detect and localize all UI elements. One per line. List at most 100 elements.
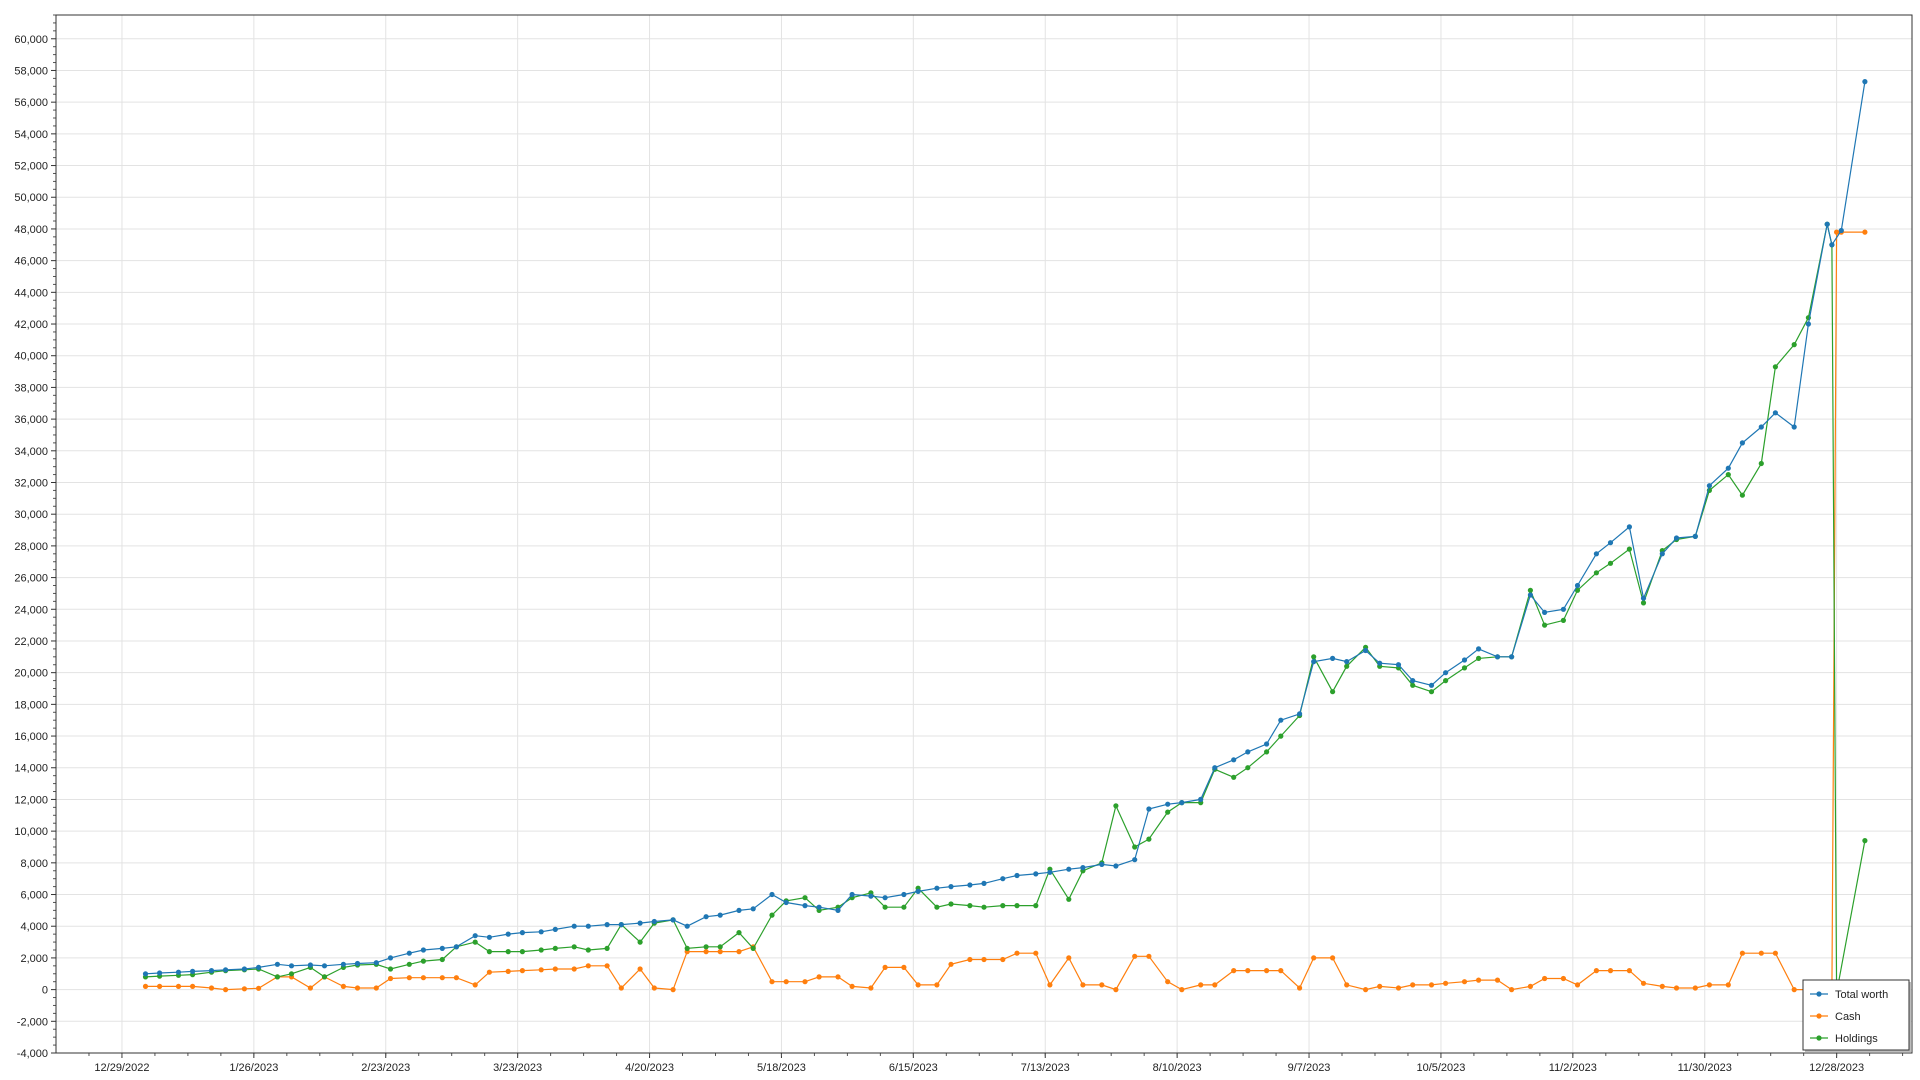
data-point-total-worth (1113, 863, 1119, 869)
plot-border (55, 14, 1913, 1054)
data-point-total-worth (849, 891, 855, 898)
data-point-holdings (703, 944, 709, 950)
data-point-total-worth (835, 907, 841, 914)
data-point-cash (1626, 968, 1632, 974)
data-point-holdings (321, 974, 328, 980)
y-tick-label: 28,000 (14, 541, 48, 553)
data-point-cash (915, 982, 921, 988)
y-tick-label: 6,000 (20, 890, 48, 902)
data-point-total-worth (585, 923, 591, 929)
data-point-cash (1330, 955, 1336, 961)
data-point-cash (453, 975, 459, 981)
data-point-holdings (1245, 765, 1251, 771)
data-point-cash (1509, 987, 1515, 993)
data-point-cash (934, 982, 940, 988)
data-point-total-worth (783, 899, 789, 906)
data-point-total-worth (1099, 861, 1105, 868)
data-point-holdings (1862, 838, 1868, 844)
data-point-holdings (1476, 655, 1482, 662)
data-point-cash (1198, 982, 1204, 988)
y-tick-label: 52,000 (14, 161, 48, 173)
data-point-total-worth (241, 966, 247, 972)
y-tick-label: 50,000 (14, 192, 48, 204)
data-point-cash (1297, 985, 1303, 991)
data-point-holdings (1264, 749, 1270, 755)
data-point-cash (1395, 985, 1402, 991)
data-point-holdings (1146, 836, 1152, 842)
data-point-cash (420, 975, 426, 981)
data-point-cash (340, 983, 346, 990)
data-point-cash (1410, 982, 1416, 988)
data-point-cash (387, 975, 394, 982)
data-point-total-worth (1527, 592, 1533, 598)
data-point-cash (1659, 983, 1665, 990)
y-tick-label: 10,000 (14, 826, 48, 838)
data-point-holdings (1066, 896, 1072, 902)
data-point-holdings (1231, 774, 1237, 780)
y-tick-label: 20,000 (14, 668, 48, 680)
data-point-total-worth (157, 970, 163, 976)
data-point-total-worth (981, 880, 987, 887)
data-point-cash (882, 964, 888, 971)
data-point-total-worth (1000, 876, 1006, 882)
y-tick-label: 58,000 (14, 65, 48, 77)
data-point-total-worth (288, 963, 295, 969)
y-tick-label: 44,000 (14, 287, 48, 299)
data-point-holdings (571, 944, 577, 950)
data-point-total-worth (1476, 646, 1482, 652)
data-point-holdings (406, 961, 412, 967)
data-point-holdings (1607, 560, 1614, 566)
legend-label-holdings: Holdings (1835, 1033, 1878, 1045)
y-tick-label: 46,000 (14, 256, 48, 268)
data-point-total-worth (948, 884, 954, 890)
data-point-holdings (981, 904, 987, 910)
data-point-holdings (1330, 689, 1336, 695)
data-point-total-worth (1791, 424, 1797, 430)
data-point-holdings (1113, 803, 1119, 809)
data-point-cash (1593, 968, 1599, 974)
data-point-holdings (552, 945, 558, 952)
data-point-total-worth (1264, 741, 1270, 747)
data-point-total-worth (1829, 242, 1835, 248)
data-point-total-worth (882, 895, 888, 901)
data-point-total-worth (420, 947, 426, 953)
y-tick-label: 24,000 (14, 604, 48, 616)
data-point-total-worth (373, 960, 379, 966)
data-point-holdings (1542, 622, 1548, 628)
data-point-holdings (1739, 492, 1745, 498)
data-point-cash (1428, 982, 1435, 988)
data-point-total-worth (1494, 654, 1501, 660)
data-point-cash (1179, 987, 1185, 993)
data-point-holdings (472, 939, 478, 945)
data-point-total-worth (1165, 801, 1171, 807)
data-point-holdings (387, 966, 394, 972)
data-point-cash (1560, 975, 1566, 982)
data-point-total-worth (1132, 857, 1138, 863)
y-tick-label: 34,000 (14, 446, 48, 458)
data-point-total-worth (453, 944, 459, 950)
data-point-cash (1542, 975, 1548, 982)
data-point-total-worth (1198, 796, 1204, 803)
data-point-total-worth (1862, 79, 1868, 85)
x-tick-label: 11/2/2023 (1549, 1062, 1597, 1074)
data-point-total-worth (1245, 749, 1251, 755)
data-point-total-worth (1574, 582, 1581, 589)
y-tick-label: 56,000 (14, 97, 48, 109)
data-point-total-worth (1607, 540, 1614, 546)
data-point-cash (1066, 955, 1072, 961)
data-point-cash (651, 985, 657, 991)
data-point-cash (1099, 982, 1105, 988)
x-tick-label: 4/20/2023 (625, 1062, 674, 1074)
data-point-total-worth (256, 964, 262, 971)
data-point-cash (519, 968, 526, 974)
data-point-cash (1673, 985, 1680, 991)
data-point-cash (1132, 953, 1138, 959)
y-tick-label: 36,000 (14, 414, 48, 426)
data-point-total-worth (1410, 678, 1416, 684)
data-point-cash (901, 964, 907, 971)
data-point-cash (571, 966, 577, 972)
data-point-holdings (439, 956, 445, 963)
x-tick-label: 12/28/2023 (1809, 1062, 1864, 1074)
y-tick-label: 42,000 (14, 319, 48, 331)
data-point-total-worth (1824, 221, 1830, 227)
